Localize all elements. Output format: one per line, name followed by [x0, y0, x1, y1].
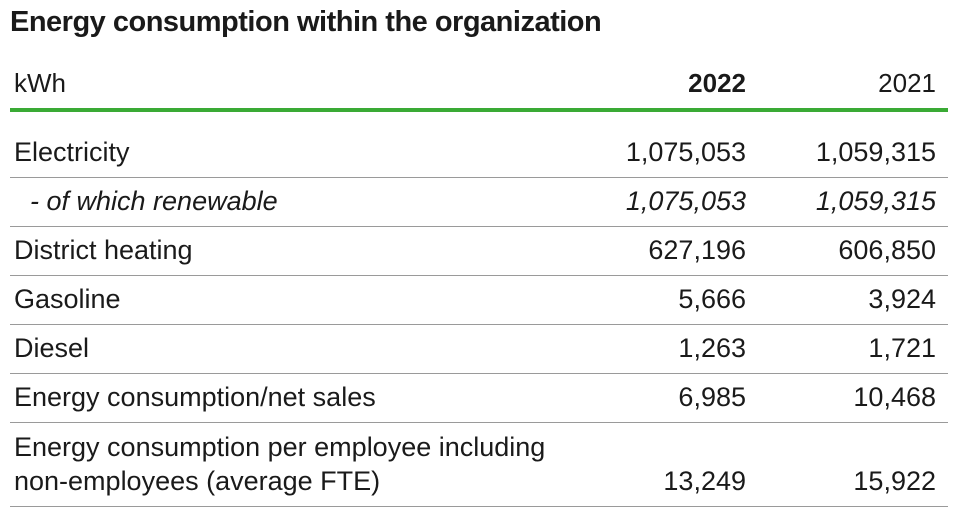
header-unit: kWh	[14, 68, 66, 98]
row-value: 10,468	[853, 382, 936, 412]
row-value: 13,249	[663, 466, 746, 496]
row-value: 15,922	[853, 466, 936, 496]
table-row: District heating 627,196 606,850	[10, 227, 948, 276]
row-label: District heating	[14, 235, 193, 265]
row-value: 1,059,315	[815, 186, 936, 216]
table-row: Gasoline 5,666 3,924	[10, 276, 948, 325]
row-label: Energy consumption/net sales	[14, 382, 376, 412]
row-label: Gasoline	[14, 284, 121, 314]
table-row: Energy consumption per employee includin…	[10, 423, 948, 507]
row-label: Electricity	[14, 137, 130, 167]
header-year: 2021	[878, 68, 936, 98]
table-row: Diesel 1,263 1,721	[10, 325, 948, 374]
table-row: - of which renewable 1,075,053 1,059,315	[10, 178, 948, 227]
row-value: 1,263	[678, 333, 746, 363]
table-row: Energy consumption/net sales 6,985 10,468	[10, 374, 948, 423]
row-value: 1,075,053	[625, 186, 746, 216]
header-year: 2022	[688, 68, 746, 98]
row-value: 627,196	[648, 235, 746, 265]
header-row: kWh 2022 2021	[10, 62, 948, 112]
row-value: 606,850	[838, 235, 936, 265]
row-label: Diesel	[14, 333, 90, 363]
row-label: Energy consumption per employee includin…	[14, 432, 546, 496]
row-value: 3,924	[868, 284, 936, 314]
row-value: 1,059,315	[815, 137, 936, 167]
row-value: 1,721	[868, 333, 936, 363]
row-value: 1,075,053	[625, 137, 746, 167]
row-value: 5,666	[678, 284, 746, 314]
table-row: Electricity 1,075,053 1,059,315	[10, 129, 948, 178]
row-value: 6,985	[678, 382, 746, 412]
row-label: - of which renewable	[30, 186, 278, 216]
title: Energy consumption within the organizati…	[10, 6, 602, 38]
